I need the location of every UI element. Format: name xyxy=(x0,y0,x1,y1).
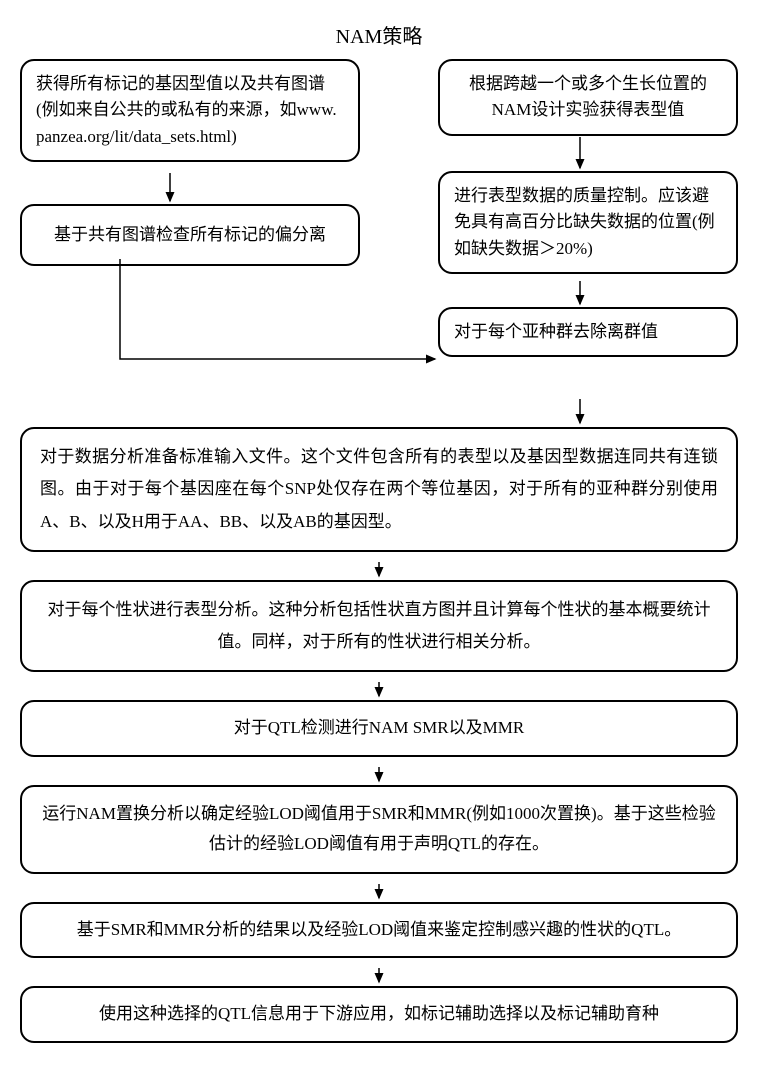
text: 进行表型数据的质量控制。应该避免具有高百分比缺失数据的位置(例如缺失数据＞20%… xyxy=(454,186,715,258)
full-box-identify-qtl: 基于SMR和MMR分析的结果以及经验LOD阈值来鉴定控制感兴趣的性状的QTL。 xyxy=(20,902,738,958)
text: 基于共有图谱检查所有标记的偏分离 xyxy=(54,225,326,244)
right-box-quality-control: 进行表型数据的质量控制。应该避免具有高百分比缺失数据的位置(例如缺失数据＞20%… xyxy=(438,171,738,274)
right-box-remove-outliers: 对于每个亚种群去除离群值 xyxy=(438,307,738,357)
full-box-permutation: 运行NAM置换分析以确定经验LOD阈值用于SMR和MMR(例如1000次置换)。… xyxy=(20,785,738,874)
right-box-phenotype-values: 根据跨越一个或多个生长位置的NAM设计实验获得表型值 xyxy=(438,59,738,136)
flow-connector-merge xyxy=(20,399,738,427)
text: 对于数据分析准备标准输入文件。这个文件包含所有的表型以及基因型数据连同共有连锁图… xyxy=(40,447,718,531)
text: 基于SMR和MMR分析的结果以及经验LOD阈值来鉴定控制感兴趣的性状的QTL。 xyxy=(77,920,681,939)
arrow-down xyxy=(20,682,738,700)
full-box-qtl-detection: 对于QTL检测进行NAM SMR以及MMR xyxy=(20,700,738,756)
text: 获得所有标记的基因型值以及共有图谱(例如来自公共的或私有的来源，如www. pa… xyxy=(36,74,337,146)
arrow-down xyxy=(20,884,738,902)
left-box-segregation-check: 基于共有图谱检查所有标记的偏分离 xyxy=(20,204,360,266)
text: 使用这种选择的QTL信息用于下游应用，如标记辅助选择以及标记辅助育种 xyxy=(99,1004,659,1023)
page-title: NAM策略 xyxy=(20,20,738,49)
full-box-downstream: 使用这种选择的QTL信息用于下游应用，如标记辅助选择以及标记辅助育种 xyxy=(20,986,738,1042)
text: 运行NAM置换分析以确定经验LOD阈值用于SMR和MMR(例如1000次置换)。… xyxy=(42,804,715,854)
full-box-phenotype-analysis: 对于每个性状进行表型分析。这种分析包括性状直方图并且计算每个性状的基本概要统计值… xyxy=(20,580,738,673)
left-box-genotype-source: 获得所有标记的基因型值以及共有图谱(例如来自公共的或私有的来源，如www. pa… xyxy=(20,59,360,162)
arrow-down xyxy=(20,968,738,986)
text: 对于每个性状进行表型分析。这种分析包括性状直方图并且计算每个性状的基本概要统计值… xyxy=(48,600,711,651)
text: 根据跨越一个或多个生长位置的NAM设计实验获得表型值 xyxy=(469,74,707,119)
text: 对于QTL检测进行NAM SMR以及MMR xyxy=(234,718,524,737)
full-box-prepare-input: 对于数据分析准备标准输入文件。这个文件包含所有的表型以及基因型数据连同共有连锁图… xyxy=(20,427,738,552)
arrow-down xyxy=(20,562,738,580)
arrow-down xyxy=(20,767,738,785)
text: 对于每个亚种群去除离群值 xyxy=(454,322,658,341)
